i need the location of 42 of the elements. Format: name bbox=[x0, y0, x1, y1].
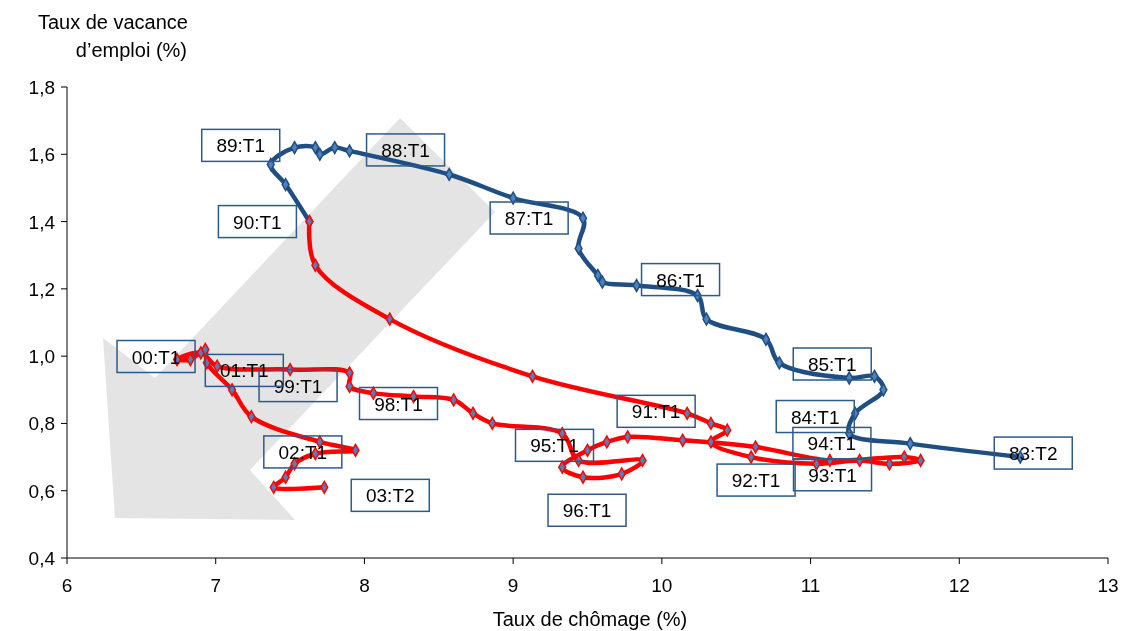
y-axis-title: Taux de vacance d’emploi (%) bbox=[37, 11, 188, 61]
x-axis-title: Taux de chômage (%) bbox=[492, 608, 688, 630]
annotation: 93:T1 bbox=[808, 464, 857, 486]
annotation: 86:T1 bbox=[656, 269, 705, 291]
point bbox=[227, 383, 237, 397]
y-tick-label: 0,8 bbox=[28, 413, 55, 435]
x-tick-label: 6 bbox=[61, 575, 73, 596]
y-tick-label: 1,0 bbox=[28, 346, 55, 368]
annotation: 96:T1 bbox=[562, 500, 612, 522]
point bbox=[468, 406, 478, 420]
x-tick-label: 12 bbox=[948, 575, 970, 596]
y-tick-label: 0,6 bbox=[28, 480, 55, 502]
annotation: 85:T1 bbox=[807, 354, 857, 376]
annotation: 90:T1 bbox=[233, 211, 282, 233]
x-tick-label: 13 bbox=[1097, 575, 1119, 596]
point bbox=[508, 191, 518, 205]
annotation: 98:T1 bbox=[374, 393, 423, 415]
annotation: 03:T2 bbox=[365, 485, 415, 507]
y-tick-label: 1,8 bbox=[28, 77, 55, 98]
point bbox=[578, 211, 588, 225]
point bbox=[578, 470, 588, 484]
y-tick-label: 1,2 bbox=[28, 278, 55, 300]
x-tick-label: 9 bbox=[507, 575, 519, 596]
point bbox=[706, 435, 716, 449]
annotation: 87:T1 bbox=[504, 208, 554, 230]
annotation: 99:T1 bbox=[273, 375, 323, 397]
annotation: 91:T1 bbox=[631, 401, 681, 423]
annotation: 94:T1 bbox=[807, 433, 857, 455]
y-tick-label: 0,4 bbox=[28, 548, 56, 569]
x-tick-label: 7 bbox=[210, 575, 221, 596]
point bbox=[761, 332, 771, 346]
point bbox=[746, 450, 756, 464]
x-tick-label: 10 bbox=[651, 575, 673, 596]
y-tick-label: 1,6 bbox=[28, 144, 55, 166]
annotation: 92:T1 bbox=[731, 470, 781, 492]
annotation: 88:T1 bbox=[381, 139, 430, 161]
annotation: 84:T1 bbox=[790, 406, 840, 428]
x-tick-label: 11 bbox=[800, 575, 821, 596]
point bbox=[682, 406, 692, 420]
annotation: 89:T1 bbox=[216, 135, 266, 157]
y-tick-label: 1,4 bbox=[28, 211, 56, 233]
x-tick-label: 8 bbox=[359, 575, 370, 596]
